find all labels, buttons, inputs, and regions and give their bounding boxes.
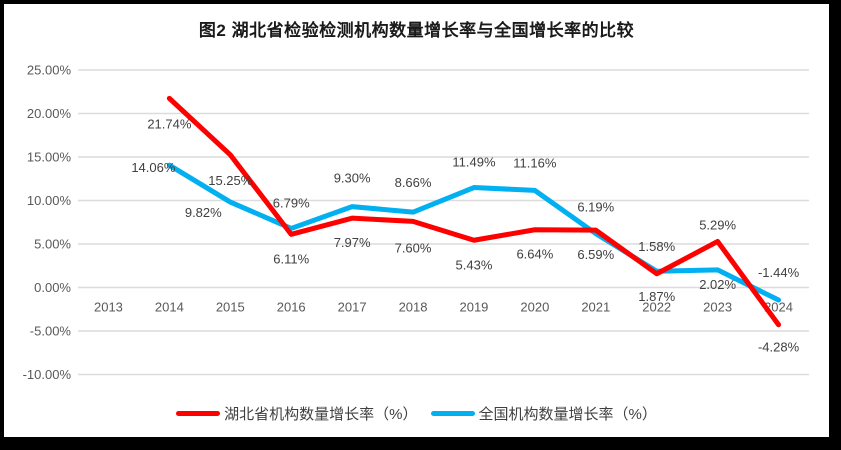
data-label: 2.02% [699,277,736,292]
legend-item-national: 全国机构数量增长率（%） [430,403,657,424]
legend-label-hubei: 湖北省机构数量增长率（%） [224,406,418,423]
data-label: 11.49% [452,155,496,170]
y-tick-label: 15.00% [27,150,72,165]
legend: 湖北省机构数量增长率（%） 全国机构数量增长率（%） [4,403,829,424]
data-label: 1.87% [638,289,675,304]
data-label: 6.11% [273,251,309,266]
chart-canvas: 25.00% 20.00% 15.00% 10.00% 5.00% 0.00% -5.00%… [23,63,809,382]
data-label: 7.60% [395,240,432,255]
data-label: 6.79% [273,195,310,210]
data-label: -1.44% [758,265,800,280]
data-label: 6.59% [577,247,614,262]
x-tick-label: 2021 [581,300,610,315]
y-tick-label: -5.00% [30,324,72,339]
data-label: 21.74% [147,116,192,131]
data-label: 7.97% [334,235,371,250]
y-tick-label: 25.00% [27,63,72,78]
data-label: 8.66% [395,175,432,190]
x-tick-label: 2013 [94,300,123,315]
data-label: 5.43% [456,257,493,272]
x-tick-label: 2023 [703,300,732,315]
data-label: 1.58% [638,239,675,254]
legend-swatch-hubei-icon [176,411,221,416]
data-label: 11.16% [513,155,557,170]
chart-title: 图2 湖北省检验检测机构数量增长率与全国增长率的比较 [198,21,635,40]
data-label: 14.06% [131,160,176,175]
series-line-1 [166,162,782,303]
y-tick-label: -10.00% [23,367,72,382]
y-tick-label: 0.00% [34,280,71,295]
x-tick-label: 2016 [277,300,306,315]
x-tick-label: 2019 [459,300,488,315]
y-tick-label: 20.00% [27,106,72,121]
data-label: 15.25% [208,173,253,188]
legend-item-hubei: 湖北省机构数量增长率（%） [176,403,418,424]
legend-swatch-national-icon [430,411,475,416]
legend-label-national: 全国机构数量增长率（%） [478,406,657,423]
data-label: 9.82% [185,205,222,220]
series-line-0 [166,95,782,328]
x-tick-label: 2022 [642,300,671,315]
x-tick-label: 2014 [155,300,184,315]
data-label: 9.30% [334,171,371,186]
x-tick-label: 2015 [216,300,245,315]
data-label: 5.29% [699,217,736,232]
data-label: 6.19% [577,200,614,215]
x-tick-label: 2020 [520,300,549,315]
y-tick-label: 10.00% [27,193,72,208]
data-label: -4.28% [758,340,800,355]
data-label: 6.64% [516,247,553,262]
y-tick-label: 5.00% [34,237,71,252]
x-tick-label: 2017 [338,300,367,315]
x-tick-label: 2018 [399,300,428,315]
